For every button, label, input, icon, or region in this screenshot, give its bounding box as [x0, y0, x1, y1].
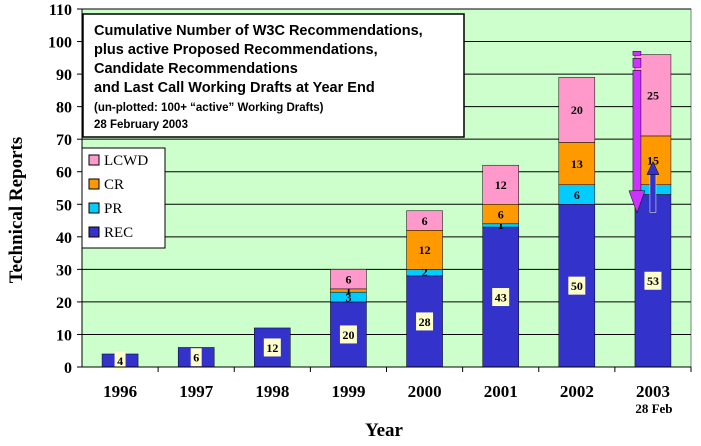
- data-label-lcwd: 12: [495, 178, 507, 192]
- x-tick-label: 1997: [179, 382, 214, 401]
- data-label-cr: 12: [419, 243, 431, 257]
- title-box-frame: [82, 13, 465, 138]
- x-tick-label: 1996: [103, 382, 137, 401]
- bar-segment-cr: [406, 230, 443, 270]
- data-label-rec: 28: [419, 315, 431, 329]
- title-line-1: Cumulative Number of W3C Recommendations…: [94, 23, 423, 39]
- data-label-pr: 6: [574, 188, 580, 202]
- data-label-cr: 13: [571, 157, 583, 171]
- y-tick-label: 70: [56, 132, 72, 149]
- data-label-bg: [339, 325, 357, 344]
- bar-segment-lcwd: [482, 164, 519, 205]
- data-label-bg: [263, 338, 281, 357]
- legend-label-pr: PR: [104, 201, 122, 217]
- legend: LCWD CR PR REC: [81, 147, 166, 249]
- data-label-bg: [190, 348, 202, 367]
- y-tick-label: 90: [56, 67, 72, 84]
- title-line-4: and Last Call Working Drafts at Year End: [94, 80, 375, 96]
- y-tick-label: 80: [56, 100, 72, 117]
- data-label-lcwd: 6: [345, 272, 351, 286]
- data-label-bg: [644, 271, 662, 290]
- y-tick-label: 40: [56, 230, 72, 247]
- data-label-rec: 12: [266, 341, 278, 355]
- data-label-pr: 2: [422, 265, 428, 279]
- down-arrow-shaft: [632, 70, 642, 194]
- x-tick-label: 2001: [484, 382, 518, 401]
- legend-label-lcwd: LCWD: [104, 153, 148, 169]
- data-label-rec: 20: [342, 328, 354, 342]
- data-label-bg: [416, 312, 434, 331]
- data-label-rec: 6: [193, 351, 199, 365]
- data-label-lcwd: 25: [647, 89, 659, 103]
- up-arrow-head: [646, 160, 660, 175]
- y-axis-title: Technical Reports: [6, 137, 27, 284]
- data-label-rec: 43: [495, 290, 507, 304]
- subtitle-line-1: (un-plotted: 100+ “active” Working Draft…: [94, 102, 324, 114]
- bar-segment-lcwd: [330, 269, 367, 290]
- y-tick-label: 10: [56, 327, 72, 344]
- title-box: Cumulative Number of W3C Recommendations…: [82, 13, 465, 138]
- y-tick-label: 100: [48, 35, 72, 52]
- data-label-lcwd: 20: [571, 103, 583, 117]
- x-tick-label: 1999: [331, 382, 365, 401]
- data-label-bg: [568, 276, 586, 295]
- bar-segment-lcwd: [406, 210, 443, 231]
- data-label-pr: 1: [498, 218, 504, 232]
- title-line-3: Candidate Recommendations: [94, 61, 298, 77]
- y-tick-label: 20: [56, 295, 72, 312]
- data-label-cr: 15: [647, 154, 659, 168]
- x-tick-sublabel: 28 Feb: [635, 401, 672, 416]
- legend-swatch-lcwd: [88, 154, 100, 166]
- data-label-bg: [114, 351, 126, 370]
- subtitle-line-2: 28 February 2003: [94, 119, 188, 131]
- down-arrow-dash: [632, 51, 642, 56]
- y-tick-label: 60: [56, 165, 72, 182]
- data-label-cr: 6: [498, 207, 504, 221]
- x-tick-label: 2003: [636, 382, 670, 401]
- data-label-pr: 3: [345, 290, 351, 304]
- bars: 46122031628212643161250613205331525: [101, 54, 672, 370]
- down-arrow-dash: [632, 58, 642, 68]
- y-tick-label: 110: [49, 2, 72, 19]
- legend-label-cr: CR: [104, 177, 124, 193]
- bar-segment-cr: [558, 142, 596, 185]
- legend-swatch-rec: [88, 226, 100, 238]
- down-arrow-head: [628, 190, 646, 214]
- y-tick-label: 0: [64, 360, 72, 377]
- x-axis-title: Year: [365, 420, 404, 441]
- arrow-annotations: [628, 51, 660, 214]
- up-arrow-shaft: [649, 173, 657, 213]
- data-label-lcwd: 6: [422, 214, 428, 228]
- y-axis-ticks: 0 10 20 30 40 50 60 70 80 90 100 110: [48, 2, 82, 377]
- legend-swatch-pr: [88, 202, 100, 214]
- data-label-rec: 50: [571, 279, 583, 293]
- data-label-cr: 1: [345, 283, 351, 297]
- data-label-rec: 4: [117, 354, 123, 368]
- data-label-bg: [492, 288, 510, 307]
- legend-swatch-cr: [88, 178, 100, 190]
- data-label-rec: 53: [647, 274, 659, 288]
- title-line-2: plus active Proposed Recommendations,: [94, 42, 378, 58]
- y-tick-label: 30: [56, 262, 72, 279]
- y-tick-label: 50: [56, 197, 72, 214]
- bar-segment-lcwd: [558, 77, 596, 143]
- x-tick-label: 2000: [408, 382, 442, 401]
- x-tick-label: 1998: [255, 382, 289, 401]
- x-tick-label: 2002: [560, 382, 594, 401]
- legend-label-rec: REC: [104, 225, 133, 241]
